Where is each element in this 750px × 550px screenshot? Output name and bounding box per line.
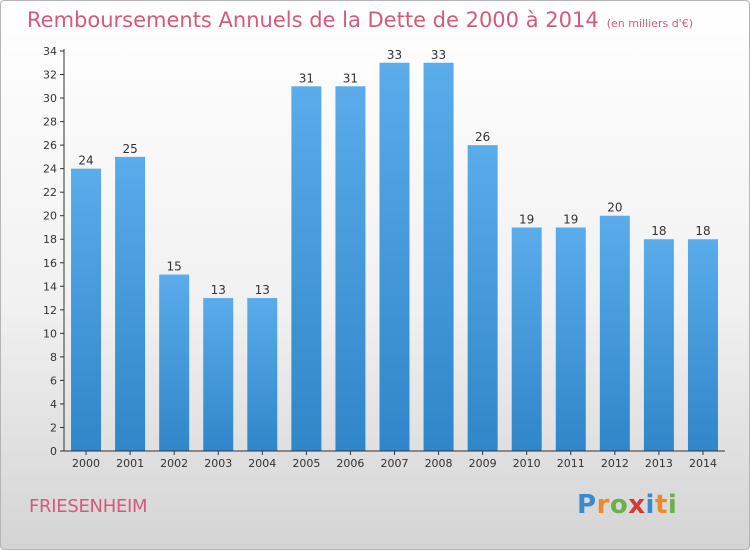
bar bbox=[643, 239, 674, 451]
x-tick-label: 2007 bbox=[381, 457, 409, 470]
bar bbox=[291, 86, 322, 451]
x-tick-label: 2002 bbox=[160, 457, 188, 470]
bar bbox=[467, 145, 498, 451]
x-tick-label: 2008 bbox=[425, 457, 453, 470]
y-tick-label: 28 bbox=[43, 116, 57, 129]
x-tick-label: 2006 bbox=[336, 457, 364, 470]
bar-value-label: 18 bbox=[695, 224, 710, 238]
y-tick-label: 0 bbox=[50, 445, 57, 458]
logo-letter: i bbox=[667, 490, 678, 520]
y-tick-label: 8 bbox=[50, 351, 57, 364]
logo-letter: i bbox=[645, 490, 655, 520]
bar bbox=[71, 168, 102, 451]
y-tick-label: 2 bbox=[50, 421, 57, 434]
x-tick-label: 2011 bbox=[557, 457, 585, 470]
y-tick-label: 10 bbox=[43, 327, 57, 340]
y-tick-label: 18 bbox=[43, 233, 57, 246]
chart-unit: (en milliers d'€) bbox=[606, 17, 693, 30]
bar-value-label: 33 bbox=[387, 48, 402, 62]
x-tick-label: 2000 bbox=[72, 457, 100, 470]
bar-value-label: 31 bbox=[299, 71, 314, 85]
x-tick-label: 2003 bbox=[204, 457, 232, 470]
bar-value-label: 19 bbox=[519, 212, 534, 226]
bar-value-label: 33 bbox=[431, 48, 446, 62]
y-tick-label: 24 bbox=[43, 163, 57, 176]
bar-value-label: 19 bbox=[563, 212, 578, 226]
bar bbox=[115, 156, 146, 451]
y-tick-label: 16 bbox=[43, 257, 57, 270]
chart-title-text: Remboursements Annuels de la Dette de 20… bbox=[27, 8, 599, 32]
x-tick-label: 2009 bbox=[469, 457, 497, 470]
bar bbox=[159, 274, 190, 451]
town-name: FRIESENHEIM bbox=[29, 496, 148, 517]
x-tick-label: 2004 bbox=[248, 457, 276, 470]
x-tick-label: 2005 bbox=[292, 457, 320, 470]
bar-value-label: 15 bbox=[167, 260, 182, 274]
x-tick-label: 2010 bbox=[513, 457, 541, 470]
y-tick-label: 6 bbox=[50, 374, 57, 387]
bar bbox=[379, 62, 410, 451]
bar-value-label: 25 bbox=[122, 142, 137, 156]
y-tick-label: 12 bbox=[43, 304, 57, 317]
x-tick-label: 2014 bbox=[689, 457, 717, 470]
y-tick-label: 30 bbox=[43, 92, 57, 105]
x-tick-label: 2012 bbox=[601, 457, 629, 470]
bar bbox=[511, 227, 542, 451]
bar-value-label: 26 bbox=[475, 130, 490, 144]
bar-value-label: 31 bbox=[343, 71, 358, 85]
logo-letter: r bbox=[596, 490, 610, 520]
bar bbox=[555, 227, 586, 451]
logo-letter: o bbox=[609, 490, 629, 520]
bar-value-label: 13 bbox=[211, 283, 226, 297]
bar-value-label: 24 bbox=[78, 154, 93, 168]
logo-letter: x bbox=[628, 490, 646, 520]
logo-letter: P bbox=[577, 490, 597, 520]
y-tick-label: 20 bbox=[43, 210, 57, 223]
bar bbox=[335, 86, 366, 451]
bar bbox=[247, 298, 278, 451]
y-tick-label: 26 bbox=[43, 139, 57, 152]
y-tick-label: 4 bbox=[50, 398, 57, 411]
y-tick-label: 34 bbox=[43, 45, 57, 58]
bar-value-label: 18 bbox=[651, 224, 666, 238]
bar-value-label: 13 bbox=[255, 283, 270, 297]
bar bbox=[599, 215, 630, 451]
x-tick-label: 2001 bbox=[116, 457, 144, 470]
y-tick-label: 14 bbox=[43, 280, 57, 293]
proxiti-logo: Proxiti bbox=[577, 490, 677, 520]
bar bbox=[203, 298, 234, 451]
bar bbox=[687, 239, 718, 451]
bar bbox=[423, 62, 454, 451]
y-tick-label: 22 bbox=[43, 186, 57, 199]
x-tick-label: 2013 bbox=[645, 457, 673, 470]
logo-letter: t bbox=[654, 490, 668, 520]
chart-title: Remboursements Annuels de la Dette de 20… bbox=[27, 8, 693, 32]
bar-value-label: 20 bbox=[607, 201, 622, 215]
y-tick-label: 32 bbox=[43, 69, 57, 82]
